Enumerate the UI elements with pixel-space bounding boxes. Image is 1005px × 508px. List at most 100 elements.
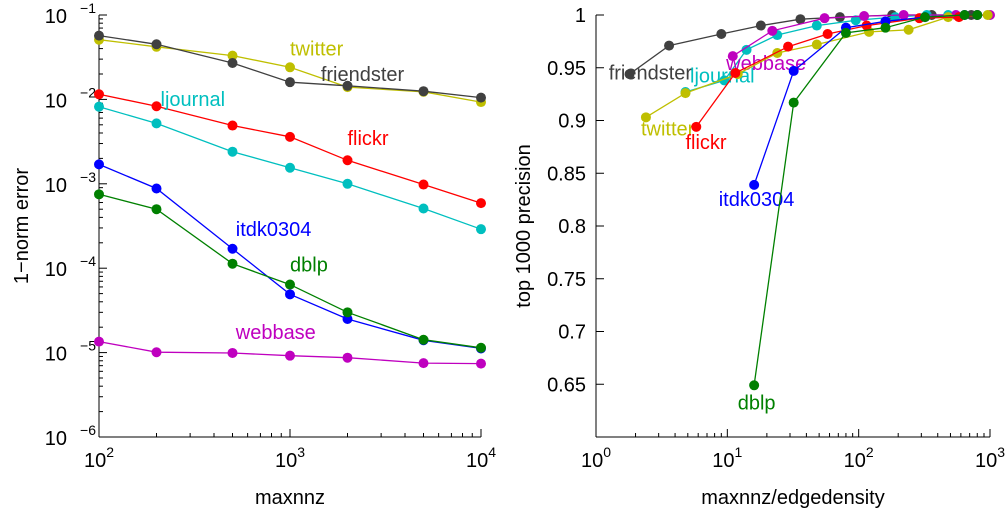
data-point-webbase <box>418 358 429 369</box>
x-tick-label-base: 10 <box>84 450 106 472</box>
data-point-webbase <box>151 347 162 358</box>
y-tick-label: 10 −6 <box>45 422 96 450</box>
y-tick-label-exponent: −3 <box>80 169 96 185</box>
y-tick-label-exponent: −1 <box>80 0 96 16</box>
data-point-flickr <box>151 101 162 112</box>
y-tick-label: 0.9 <box>558 111 586 133</box>
y-tick-label: 0.65 <box>547 374 586 396</box>
data-point-flickr <box>476 198 486 209</box>
data-point-flickr <box>822 28 833 39</box>
data-point-itdk0304 <box>227 243 238 254</box>
data-point-flickr <box>691 121 702 132</box>
x-tick-label: 102 <box>844 444 874 472</box>
y-tick-label-base: 10 <box>45 344 67 366</box>
data-point-twitter <box>811 39 822 50</box>
data-point-webbase <box>476 358 486 369</box>
series-label-twitter: twitter <box>641 118 695 140</box>
y-tick-label-base: 10 <box>45 175 67 197</box>
data-point-twitter <box>285 62 295 73</box>
series-label-itdk0304: itdk0304 <box>236 219 312 241</box>
y-tick-label: 0.7 <box>558 322 586 344</box>
data-point-itdk0304 <box>788 65 799 76</box>
data-point-ljournal <box>741 44 752 55</box>
series-flickr: flickr <box>94 89 486 209</box>
series-dblp: dblp <box>94 189 486 353</box>
series-ljournal: ljournal <box>680 10 954 98</box>
x-tick-label-base: 10 <box>581 450 603 472</box>
data-point-dblp <box>920 12 931 23</box>
data-point-dblp <box>749 380 760 391</box>
y-tick-label-exponent: −2 <box>80 84 96 100</box>
data-point-itdk0304 <box>151 183 162 194</box>
series-label-flickr: flickr <box>685 132 726 154</box>
data-point-dblp <box>959 10 970 20</box>
x-tick-label: 103 <box>275 444 305 472</box>
x-axis-title: maxnnz/edgedensity <box>701 487 884 508</box>
data-point-webbase <box>285 350 295 361</box>
data-point-ljournal <box>227 146 238 157</box>
series-label-ljournal: ljournal <box>161 89 225 111</box>
data-point-ljournal <box>850 15 861 26</box>
data-point-friendster <box>755 20 766 31</box>
data-point-ljournal <box>418 203 429 214</box>
data-point-ljournal <box>476 224 486 235</box>
data-point-dblp <box>840 27 851 38</box>
y-tick-label: 10 −5 <box>45 338 96 366</box>
data-point-flickr <box>342 155 353 166</box>
data-point-webbase <box>227 347 238 358</box>
y-tick-label-base: 10 <box>45 428 67 450</box>
data-point-flickr <box>418 179 429 190</box>
series-label-friendster: friendster <box>609 62 693 84</box>
data-point-dblp <box>788 97 799 108</box>
y-tick-label-exponent: −6 <box>80 422 96 438</box>
y-tick-label: 0.75 <box>547 269 586 291</box>
y-tick-label-base: 10 <box>45 259 67 281</box>
x-axis-title: maxnnz <box>255 487 325 508</box>
y-tick-label-base: 10 <box>45 90 67 112</box>
x-tick-label-base: 10 <box>466 450 488 472</box>
y-tick-label: 0.95 <box>547 58 586 80</box>
x-tick-label-base: 10 <box>275 450 297 472</box>
y-tick-label-exponent: −4 <box>80 253 96 269</box>
y-tick-label-base: 10 <box>45 6 67 28</box>
data-point-ljournal <box>151 118 162 129</box>
data-point-friendster <box>476 92 486 103</box>
y-tick-label-exponent: −5 <box>80 338 96 354</box>
x-tick-label-exponent: 0 <box>603 444 611 460</box>
y-tick-label: 0.8 <box>558 216 586 238</box>
data-point-flickr <box>783 41 794 52</box>
y-tick-label: 10 −3 <box>45 169 96 197</box>
x-tick-label-exponent: 2 <box>866 444 874 460</box>
series-label-dblp: dblp <box>290 254 328 276</box>
data-point-friendster <box>664 40 675 51</box>
x-tick-label: 103 <box>975 444 1005 472</box>
data-point-dblp <box>285 279 295 290</box>
data-point-friendster <box>94 30 104 41</box>
data-point-twitter <box>640 112 651 123</box>
data-point-dblp <box>476 342 486 353</box>
series-label-itdk0304: itdk0304 <box>719 189 795 211</box>
data-point-friendster <box>624 69 635 80</box>
data-point-webbase <box>767 25 778 36</box>
series-label-dblp: dblp <box>738 393 776 415</box>
x-tick-label-exponent: 2 <box>106 444 114 460</box>
series-label-flickr: flickr <box>347 128 388 150</box>
data-point-ljournal <box>811 20 822 31</box>
data-point-dblp <box>972 10 983 20</box>
data-point-webbase <box>859 11 870 22</box>
data-point-flickr <box>861 20 872 31</box>
x-tick-label-base: 10 <box>844 450 866 472</box>
data-point-webbase <box>94 336 104 347</box>
data-point-dblp <box>418 334 429 345</box>
y-axis-title: top 1000 precision <box>513 144 535 307</box>
data-point-friendster <box>285 77 295 88</box>
data-point-itdk0304 <box>94 159 104 170</box>
data-point-dblp <box>227 258 238 269</box>
data-point-itdk0304 <box>285 289 295 300</box>
data-point-dblp <box>342 307 353 318</box>
series-label-twitter: twitter <box>290 39 344 61</box>
x-tick-label: 101 <box>712 444 742 472</box>
series-label-webbase: webbase <box>235 322 316 344</box>
